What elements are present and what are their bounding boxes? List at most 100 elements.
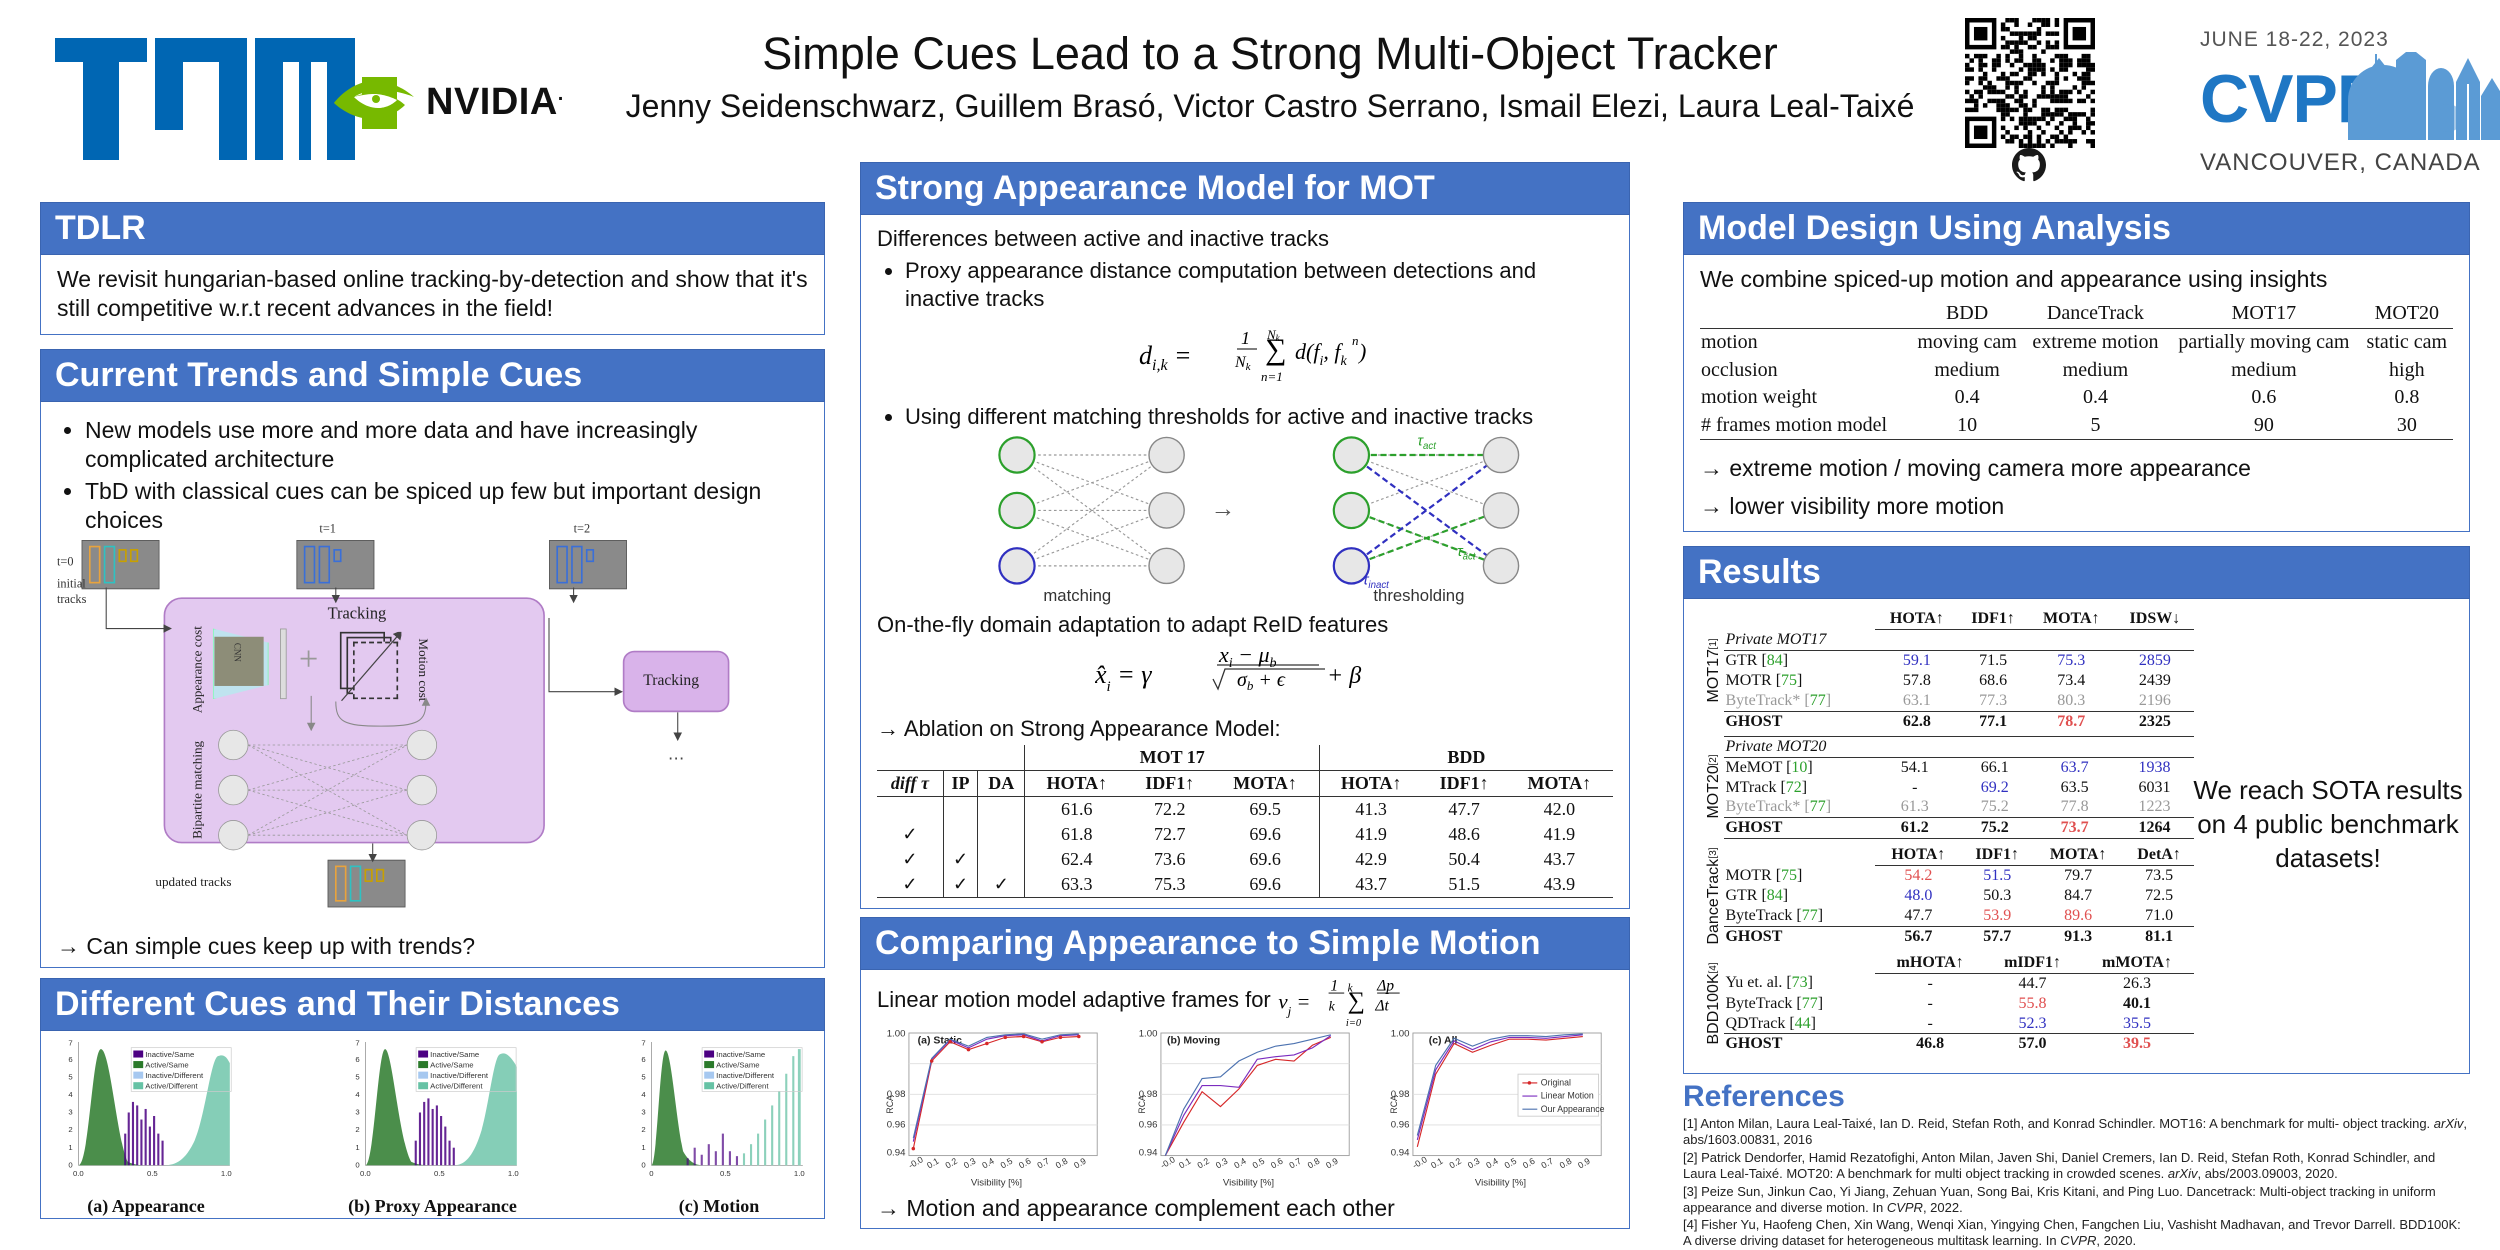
svg-text:3: 3 (355, 1108, 359, 1117)
svg-text:matching: matching (1043, 586, 1111, 605)
svg-text:1.0: 1.0 (794, 1169, 805, 1178)
svg-text:0.3: 0.3 (1214, 1156, 1230, 1171)
svg-text:0.1: 0.1 (1429, 1156, 1445, 1171)
svg-text:Inactive/Different: Inactive/Different (716, 1071, 775, 1080)
svg-text:xi − μb: xi − μb (1218, 642, 1277, 671)
svg-text:Δp: Δp (1376, 978, 1394, 995)
svg-text:Our Appearance: Our Appearance (1541, 1104, 1605, 1114)
svg-text:0.5: 0.5 (433, 1169, 444, 1178)
svg-text:0.2: 0.2 (1195, 1156, 1211, 1171)
svg-text:0.0: 0.0 (359, 1169, 370, 1178)
svg-text:NVIDIA.: NVIDIA. (426, 81, 564, 123)
svg-text:Δt: Δt (1374, 998, 1389, 1015)
svg-text:Active/Same: Active/Same (430, 1060, 473, 1069)
svg-text:0.9: 0.9 (1324, 1156, 1340, 1171)
svg-text:0.4: 0.4 (1484, 1156, 1500, 1171)
svg-text:0.2: 0.2 (943, 1156, 959, 1171)
svg-text:(b) Moving: (b) Moving (1167, 1035, 1220, 1047)
svg-text:1.0: 1.0 (221, 1169, 232, 1178)
svg-text:1: 1 (1330, 978, 1338, 995)
svg-text:): ) (1357, 339, 1366, 364)
svg-text:i=0: i=0 (1346, 1018, 1362, 1026)
svg-text:0.8: 0.8 (1558, 1156, 1574, 1171)
svg-text:0.7: 0.7 (1539, 1156, 1555, 1171)
svg-text:0.9: 0.9 (1576, 1156, 1592, 1171)
svg-text:1: 1 (68, 1143, 72, 1152)
svg-text:0: 0 (649, 1169, 653, 1178)
svg-text:∑: ∑ (1265, 333, 1286, 366)
svg-text:1.0: 1.0 (507, 1169, 518, 1178)
svg-text:∑: ∑ (1347, 988, 1364, 1015)
svg-text:3: 3 (68, 1108, 72, 1117)
svg-text:RCA: RCA (885, 1095, 895, 1114)
svg-text:vj =: vj = (1278, 991, 1310, 1019)
svg-text:1.00: 1.00 (1139, 1029, 1158, 1040)
svg-text:0.3: 0.3 (1466, 1156, 1482, 1171)
svg-text:0.4: 0.4 (1232, 1156, 1248, 1171)
svg-text:1.00: 1.00 (1391, 1029, 1410, 1040)
svg-text:6: 6 (355, 1055, 359, 1064)
svg-text:1.00: 1.00 (887, 1029, 906, 1040)
svg-text:5: 5 (68, 1072, 72, 1081)
svg-text:(a) Static: (a) Static (918, 1035, 963, 1047)
svg-text:0.7: 0.7 (1035, 1156, 1051, 1171)
svg-text:-0.0: -0.0 (907, 1155, 925, 1171)
svg-text:Visibility [%]: Visibility [%] (971, 1178, 1022, 1189)
svg-text:0.5: 0.5 (720, 1169, 731, 1178)
svg-text:Active/Same: Active/Same (145, 1060, 188, 1069)
svg-text:RCA: RCA (1137, 1095, 1147, 1114)
svg-text:Inactive/Different: Inactive/Different (430, 1071, 489, 1080)
svg-text:n: n (1352, 333, 1359, 348)
svg-text:6: 6 (68, 1055, 72, 1064)
svg-text:0.4: 0.4 (980, 1156, 996, 1171)
svg-text:thresholding: thresholding (1373, 586, 1464, 605)
svg-text:+ β: + β (1327, 663, 1361, 689)
svg-text:x̂i = γ: x̂i = γ (1095, 660, 1152, 695)
svg-text:0.9: 0.9 (1072, 1156, 1088, 1171)
svg-text:7: 7 (641, 1039, 645, 1048)
svg-text:-0.0: -0.0 (1411, 1155, 1429, 1171)
svg-text:Inactive/Same: Inactive/Same (716, 1050, 765, 1059)
svg-text:0.0: 0.0 (73, 1169, 84, 1178)
svg-text:Original: Original (1541, 1078, 1571, 1088)
svg-text:6: 6 (641, 1055, 645, 1064)
svg-text:Inactive/Different: Inactive/Different (145, 1071, 204, 1080)
svg-text:0.3: 0.3 (962, 1156, 978, 1171)
svg-text:Active/Different: Active/Different (430, 1082, 483, 1091)
svg-text:7: 7 (355, 1039, 359, 1048)
svg-text:0.1: 0.1 (1177, 1156, 1193, 1171)
svg-text:0.6: 0.6 (1521, 1156, 1537, 1171)
svg-text:0.6: 0.6 (1017, 1156, 1033, 1171)
svg-text:0.8: 0.8 (1054, 1156, 1070, 1171)
svg-text:7: 7 (68, 1039, 72, 1048)
svg-text:Inactive/Same: Inactive/Same (145, 1050, 194, 1059)
svg-text:0.2: 0.2 (1447, 1156, 1463, 1171)
svg-text:0: 0 (641, 1160, 645, 1169)
svg-text:d(fi, fk: d(fi, fk (1295, 339, 1347, 369)
svg-text:1: 1 (1241, 328, 1250, 348)
svg-text:0.1: 0.1 (925, 1156, 941, 1171)
svg-text:2: 2 (68, 1125, 72, 1134)
svg-text:0.96: 0.96 (1391, 1120, 1410, 1131)
svg-text:0.96: 0.96 (1139, 1120, 1158, 1131)
svg-text:-0.0: -0.0 (1159, 1155, 1177, 1171)
svg-text:0.7: 0.7 (1287, 1156, 1303, 1171)
svg-text:1: 1 (355, 1143, 359, 1152)
svg-text:Linear Motion: Linear Motion (1541, 1091, 1594, 1101)
svg-text:Inactive/Same: Inactive/Same (430, 1050, 479, 1059)
svg-text:k: k (1328, 999, 1335, 1014)
svg-text:RCA: RCA (1389, 1095, 1399, 1114)
svg-text:0.5: 0.5 (147, 1169, 158, 1178)
svg-text:σb + ϵ: σb + ϵ (1237, 669, 1286, 693)
svg-text:0.94: 0.94 (1139, 1148, 1158, 1159)
svg-text:0.8: 0.8 (1306, 1156, 1322, 1171)
svg-text:0.5: 0.5 (999, 1156, 1015, 1171)
svg-text:Visibility [%]: Visibility [%] (1475, 1178, 1526, 1189)
svg-text:4: 4 (641, 1090, 646, 1099)
svg-text:di,k =: di,k = (1139, 341, 1192, 374)
svg-text:Active/Same: Active/Same (716, 1060, 759, 1069)
svg-text:5: 5 (641, 1072, 645, 1081)
svg-text:Active/Different: Active/Different (716, 1082, 769, 1091)
svg-text:0: 0 (355, 1160, 359, 1169)
svg-text:τact: τact (1417, 433, 1437, 452)
